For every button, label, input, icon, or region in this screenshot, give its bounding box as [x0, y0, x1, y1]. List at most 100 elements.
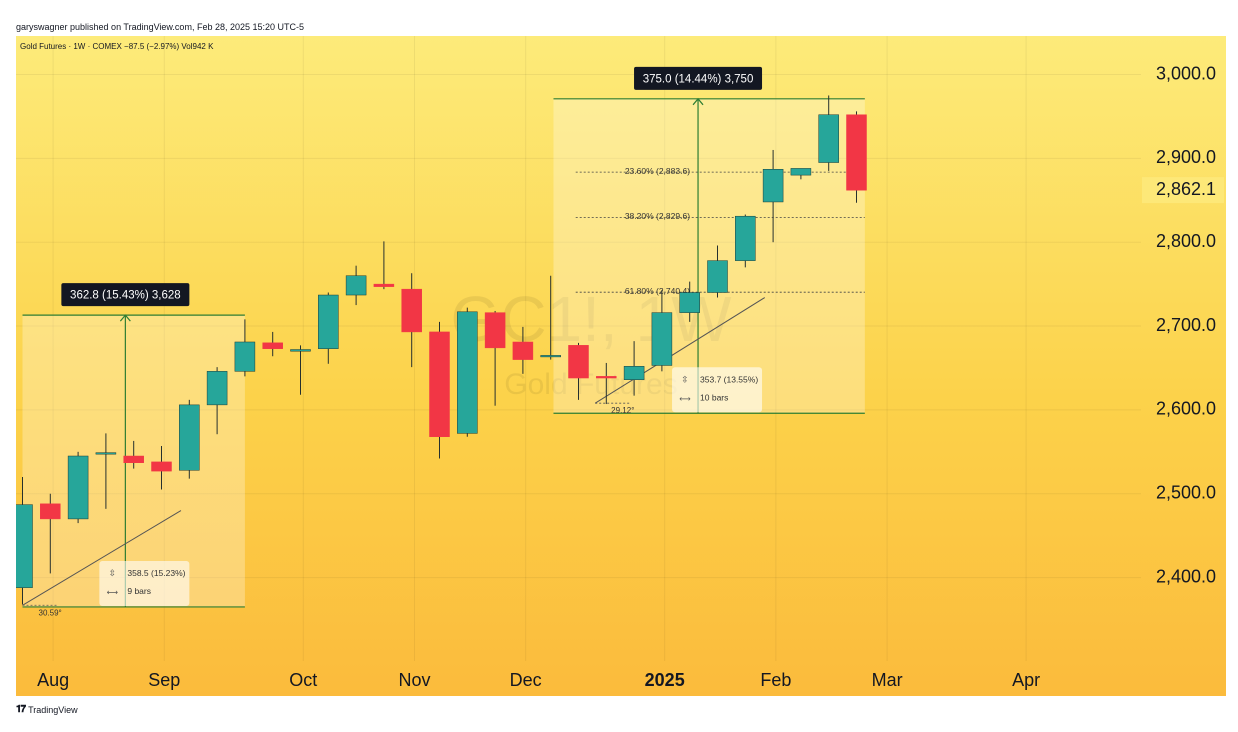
candle[interactable] — [67, 451, 89, 524]
trend-line[interactable] — [22, 510, 182, 606]
candle-body — [540, 355, 561, 358]
bar-count-icon: ⟷ — [679, 394, 691, 403]
trend-line[interactable] — [594, 297, 766, 404]
candle[interactable] — [679, 281, 700, 322]
candle[interactable] — [512, 326, 534, 374]
candle[interactable] — [318, 292, 339, 364]
candle[interactable] — [457, 307, 478, 437]
candle[interactable] — [345, 265, 367, 306]
candle[interactable] — [429, 321, 450, 459]
measure-label: 362.8 (15.43%) 3,628 — [70, 290, 181, 302]
candle[interactable] — [373, 241, 395, 290]
candle-body — [123, 455, 144, 463]
candle-body — [401, 288, 422, 333]
last-price-badge — [1142, 177, 1224, 204]
candle[interactable] — [401, 273, 422, 368]
fib-level-label: 38.20% (2,829.6) — [625, 211, 690, 221]
candle-body — [512, 341, 534, 360]
candle[interactable] — [262, 331, 283, 357]
watermark-name: Gold Futures — [504, 368, 677, 401]
time-tick-label: Sep — [148, 670, 180, 690]
price-tick-label: 2,700.0 — [1156, 315, 1216, 335]
candle[interactable] — [290, 345, 311, 395]
candle[interactable] — [484, 310, 506, 406]
candle-body — [457, 311, 478, 434]
time-axis[interactable]: Aug Sep Oct Nov Dec 2025 Feb Mar Apr — [37, 670, 1040, 690]
measure-label-box — [634, 66, 763, 90]
time-tick-label: Dec — [510, 670, 542, 690]
measure-label: 375.0 (14.44%) 3,750 — [643, 73, 754, 85]
candle[interactable] — [16, 476, 33, 605]
time-tick-label: Oct — [289, 670, 317, 690]
candle-body — [735, 215, 756, 261]
candle[interactable] — [623, 341, 645, 396]
time-tick-label: Feb — [760, 670, 791, 690]
candle-body — [206, 371, 228, 406]
candle-body — [16, 504, 33, 588]
footer-brand: TradingView — [28, 704, 78, 715]
bar-count-icon: ⟷ — [107, 588, 119, 597]
stats-bars: 10 bars — [700, 392, 728, 402]
candle[interactable] — [818, 95, 839, 171]
gold-futures-chart[interactable]: Gold Futures · 1W · COMEX −87.5 (−2.97%)… — [16, 36, 1226, 696]
time-tick-label: Mar — [872, 670, 903, 690]
price-axis[interactable]: 3,000.0 2,900.0 2,800.0 2,700.0 2,600.0 2,500… — [1142, 63, 1224, 586]
candle-body — [568, 345, 589, 379]
candle-body — [846, 114, 867, 191]
time-tick-label: 2025 — [645, 670, 685, 690]
candle[interactable] — [790, 168, 812, 180]
candle[interactable] — [95, 433, 117, 509]
measure-label-box — [61, 283, 190, 307]
candle-body — [623, 366, 645, 380]
candle-body — [484, 312, 506, 349]
candle[interactable] — [123, 440, 144, 469]
publisher-line: garyswagner published on TradingView.com… — [16, 22, 305, 32]
grid-lines — [16, 36, 1141, 661]
fib-level-label: 61.80% (2,740.4) — [625, 286, 690, 296]
trend-angle-label: 30.59° — [39, 608, 62, 617]
candle[interactable] — [151, 445, 172, 490]
candle[interactable] — [762, 149, 784, 243]
candle[interactable] — [735, 214, 756, 268]
candle-body — [707, 260, 728, 293]
candle[interactable] — [40, 493, 61, 574]
candle-body — [67, 455, 89, 520]
candle[interactable] — [651, 289, 673, 372]
trend-angle-label: 29.12° — [611, 406, 634, 415]
price-tick-label: 2,500.0 — [1156, 483, 1216, 503]
tradingview-logo-icon: 𝟏𝟕 — [16, 704, 26, 715]
candle-body — [262, 342, 283, 349]
price-tick-label: 2,600.0 — [1156, 399, 1216, 419]
stats-value: 353.7 (13.55%) — [700, 374, 758, 384]
candle-body — [762, 169, 784, 203]
candle[interactable] — [707, 245, 728, 298]
instrument-line: Gold Futures · 1W · COMEX −87.5 (−2.97%)… — [20, 42, 214, 51]
chart-background — [16, 36, 1226, 696]
candle[interactable] — [206, 367, 228, 435]
candle-body — [818, 114, 839, 163]
candle-body — [290, 349, 311, 352]
stats-value: 358.5 (15.23%) — [127, 568, 185, 578]
candle[interactable] — [179, 399, 200, 479]
candle[interactable] — [568, 342, 589, 400]
candle-body — [95, 452, 117, 455]
measure-tool-2[interactable]: 23.60% (2,883.6) 38.20% (2,829.6) 61.80% (… — [553, 66, 865, 415]
time-tick-label: Apr — [1012, 670, 1040, 690]
time-tick-label: Nov — [398, 670, 430, 690]
last-price-label: 2,862.1 — [1156, 179, 1216, 199]
candle-body — [151, 461, 172, 472]
candle[interactable] — [234, 319, 256, 377]
candle[interactable] — [596, 362, 617, 405]
footer: 𝟏𝟕 TradingView — [16, 704, 78, 715]
price-tick-label: 2,800.0 — [1156, 231, 1216, 251]
candle-body — [429, 331, 450, 437]
candle-body — [596, 376, 617, 379]
stats-bars: 9 bars — [127, 586, 151, 596]
candle-body — [40, 503, 61, 520]
fib-level-label: 23.60% (2,883.6) — [625, 166, 690, 176]
stats-box — [672, 367, 763, 413]
candle[interactable] — [846, 111, 867, 203]
candle-body — [373, 283, 395, 287]
candle[interactable] — [540, 275, 561, 360]
candlesticks[interactable] — [16, 95, 867, 605]
